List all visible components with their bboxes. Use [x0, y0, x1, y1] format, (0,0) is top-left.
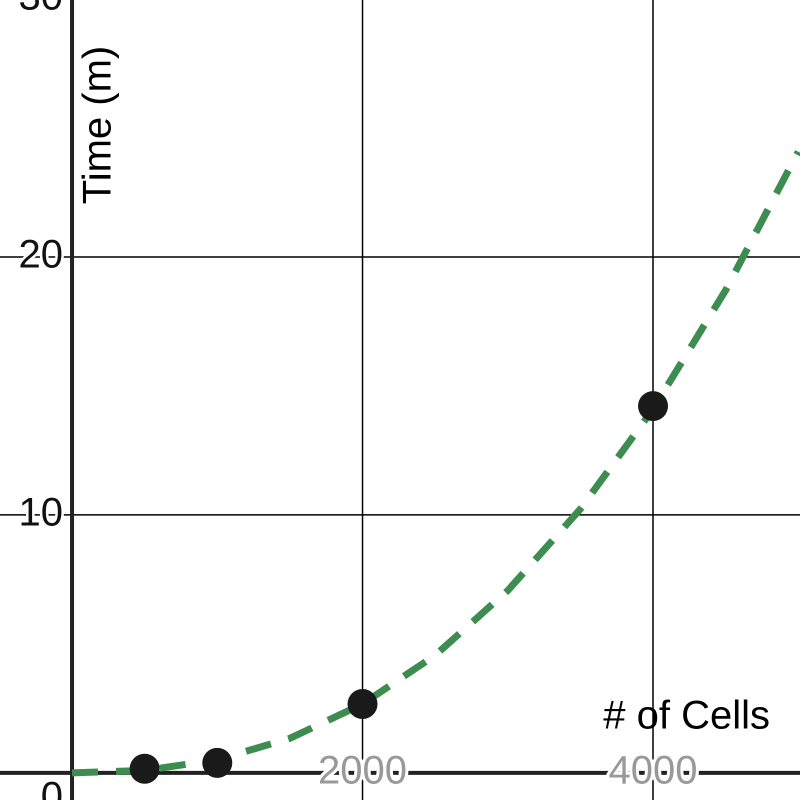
y-tick-label: 10: [19, 490, 64, 534]
x-tick-label: 2000: [318, 748, 407, 792]
y-tick-label: 20: [19, 233, 64, 277]
x-tick-label: 4000: [609, 748, 698, 792]
data-point: [202, 747, 233, 778]
data-point: [129, 753, 160, 784]
labels: 2000 4000 0 10 20 30 # of Cells Time (m): [16, 0, 770, 800]
marks: [71, 150, 800, 784]
y-tick-label: 30: [19, 0, 64, 19]
data-point: [638, 391, 669, 422]
y-axis-label: Time (m): [76, 46, 120, 204]
data-point: [347, 689, 378, 720]
y-tick-label: 0: [41, 774, 63, 800]
fit-curve: [71, 150, 800, 777]
x-axis-label: # of Cells: [603, 694, 770, 738]
